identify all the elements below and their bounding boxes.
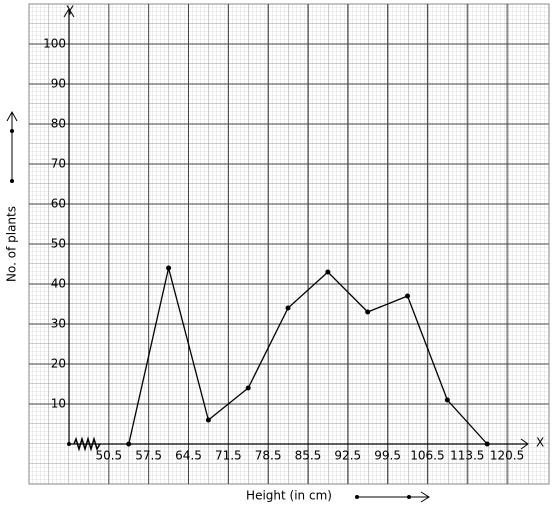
y-axis-name: Y <box>65 4 74 18</box>
y-tick-label: 80 <box>51 117 66 131</box>
y-axis-label: No. of plants <box>5 206 19 282</box>
x-tick-label: 85.5 <box>295 449 322 463</box>
data-point <box>205 417 211 423</box>
data-point <box>245 385 251 391</box>
x-tick-label: 50.5 <box>95 449 122 463</box>
x-tick-label: 113.5 <box>450 449 484 463</box>
data-point <box>126 441 132 447</box>
y-tick-label: 30 <box>51 317 66 331</box>
axis-break <box>73 436 101 452</box>
y-label-arrow <box>6 110 18 181</box>
data-point <box>166 265 172 271</box>
x-label-arrow <box>357 491 430 503</box>
x-tick-label: 120.5 <box>490 449 524 463</box>
x-arrow <box>520 438 529 450</box>
x-tick-label: 57.5 <box>135 449 162 463</box>
x-axis-name: X <box>536 436 544 450</box>
y-label-arrow-dot <box>10 129 14 133</box>
y-tick-label: 50 <box>51 237 66 251</box>
data-point <box>325 269 331 275</box>
data-line <box>128 267 488 445</box>
x-tick-label: 99.5 <box>374 449 401 463</box>
data-point <box>405 293 411 299</box>
y-tick-label: 40 <box>51 277 66 291</box>
x-tick-label: 71.5 <box>215 449 242 463</box>
x-tick-label: 78.5 <box>255 449 282 463</box>
data-point <box>365 309 371 315</box>
y-tick-label: 10 <box>51 397 66 411</box>
y-tick-label: 90 <box>51 77 66 91</box>
x-label-arrow-dot <box>407 495 411 499</box>
data-point <box>285 305 291 311</box>
y-tick-label: 20 <box>51 357 66 371</box>
y-tick-label: 70 <box>51 157 66 171</box>
y-label-arrow-dot <box>10 179 14 183</box>
origin-dot <box>67 442 71 446</box>
y-arrow <box>63 8 75 18</box>
x-label-arrow-dot <box>355 495 359 499</box>
data-point <box>444 397 450 403</box>
data-point <box>484 441 490 447</box>
y-tick-label: 60 <box>51 197 66 211</box>
y-tick-label: 100 <box>43 37 66 51</box>
x-tick-label: 64.5 <box>175 449 202 463</box>
x-tick-label: 92.5 <box>334 449 361 463</box>
x-axis-label: Height (in cm) <box>246 489 332 503</box>
x-tick-label: 106.5 <box>410 449 444 463</box>
